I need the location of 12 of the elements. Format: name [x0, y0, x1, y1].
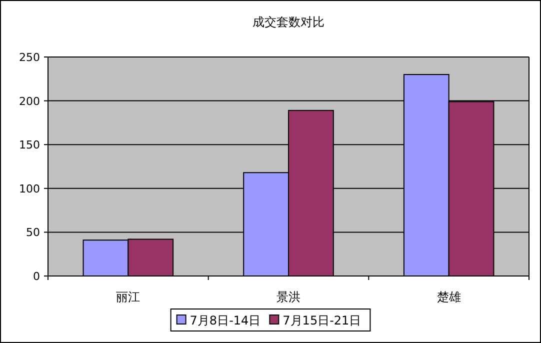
ytick: 200: [19, 94, 40, 108]
ytick: 100: [19, 182, 40, 196]
ytick: 250: [19, 51, 40, 64]
ytick: 0: [33, 270, 40, 283]
legend-label: 7月8日-14日: [190, 314, 261, 328]
xtick: 景洪: [276, 290, 300, 304]
xtick: 丽江: [116, 290, 140, 304]
title: 成交套数对比: [252, 15, 324, 29]
legend-label: 7月15日-21日: [282, 314, 362, 328]
ytick: 50: [26, 226, 40, 240]
xtick: 楚雄: [436, 290, 461, 304]
ytick: 150: [19, 138, 40, 152]
